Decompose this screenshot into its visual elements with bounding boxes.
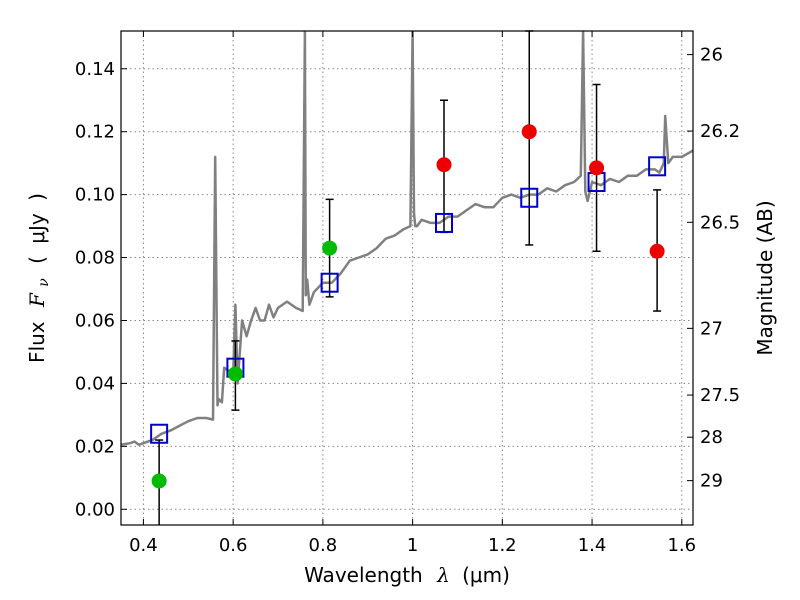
x-axis-unit: (μm) (462, 563, 510, 587)
y-tick-label: 0.02 (75, 436, 115, 457)
y2-tick-label: 29 (700, 471, 723, 492)
y-tick-label: 0.14 (75, 59, 115, 80)
y-tick-label: 0.12 (75, 122, 115, 143)
y-axis-unit-close: ) (25, 193, 49, 201)
observed-point (436, 157, 452, 173)
y-axis-title: Flux F ν ( μJy ) (25, 193, 53, 363)
model-photometry-square (520, 187, 539, 208)
x-tick-label: 1 (407, 535, 418, 556)
x-axis-title: Wavelength λ (μm) (304, 563, 510, 587)
y2-tick-label: 26.2 (700, 121, 740, 142)
observed-point (589, 160, 605, 176)
y2-tick-label: 26.5 (700, 212, 740, 233)
y-tick-label: 0.00 (75, 499, 115, 520)
y2-tick-label: 27 (700, 318, 723, 339)
x-axis-symbol: λ (436, 563, 450, 587)
y-tick-label: 0.04 (75, 373, 115, 394)
plot-frame (120, 30, 694, 526)
y-axis-subscript: ν (36, 278, 52, 287)
model-photometry-square (320, 272, 339, 293)
x-tick-label: 0.4 (129, 535, 158, 556)
y2-axis-title: Magnitude (AB) (753, 200, 777, 355)
x-axis-label: Wavelength (304, 563, 423, 587)
y-tick-label: 0.06 (75, 310, 115, 331)
model-photometry-square (648, 156, 667, 177)
grid-layer (121, 31, 693, 525)
y2-tick-label: 27.5 (700, 385, 740, 406)
y2-tick-label: 28 (700, 427, 723, 448)
y-axis-symbol: F (25, 292, 49, 308)
x-tick-label: 0.8 (309, 535, 338, 556)
observed-point (322, 240, 338, 256)
x-tick-label: 0.6 (219, 535, 248, 556)
x-tick-label: 1.2 (488, 535, 517, 556)
observed-point (151, 473, 167, 489)
model-spectrum-line (121, 31, 693, 447)
observed-point (227, 366, 243, 382)
observed-point (649, 243, 665, 259)
y-axis-unit: μJy (25, 213, 49, 244)
observed-points-layer (151, 124, 665, 489)
y-axis-label: Flux (25, 321, 49, 363)
x-tick-label: 1.6 (667, 535, 696, 556)
y-axis-unit-open: ( (25, 256, 49, 264)
model-spectrum-layer (121, 31, 693, 447)
observed-point (521, 124, 537, 140)
x-tick-label: 1.4 (578, 535, 607, 556)
model-photometry-square (435, 212, 454, 233)
y-tick-label: 0.08 (75, 248, 115, 269)
tick-layer: 0.4 0.6 0.8 1 1.2 1.4 1.6 0.00 0.02 0.04 0.06 0.08 0… (75, 31, 740, 556)
y2-tick-label: 26 (700, 45, 723, 66)
model-photometry-square (150, 423, 169, 444)
y-tick-label: 0.10 (75, 185, 115, 206)
